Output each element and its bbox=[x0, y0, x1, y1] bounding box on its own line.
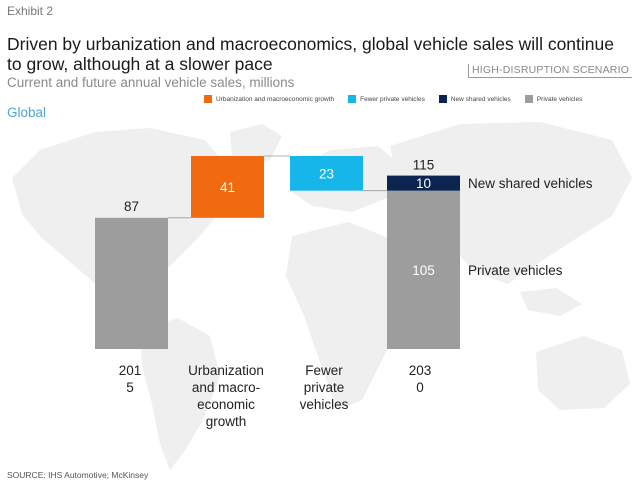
exhibit-number: Exhibit 2 bbox=[7, 4, 54, 18]
category-label-urbanization: Urbanization and macro- economic growth bbox=[176, 362, 276, 430]
category-label-2015: 201 5 bbox=[100, 362, 160, 396]
value-label-fewer-private: 23 bbox=[319, 166, 334, 181]
bar-2030-shared-segment bbox=[387, 175, 460, 191]
category-label-urbanization-line-2: and macro- bbox=[191, 380, 261, 395]
legend-swatch-private bbox=[524, 95, 533, 103]
value-label-2030-shared: 10 bbox=[416, 176, 431, 191]
region-label: Global bbox=[7, 105, 47, 120]
category-label-fewer-private-line-2: private bbox=[303, 380, 345, 395]
category-label-2030-line-2: 0 bbox=[416, 380, 424, 395]
category-label-2015-line-1: 201 bbox=[118, 363, 142, 378]
legend-item-fewer-private: Fewer private vehicles bbox=[348, 95, 425, 103]
value-label-urbanization: 41 bbox=[220, 180, 235, 195]
value-label-2015: 87 bbox=[124, 199, 139, 214]
chart-subtitle: Current and future annual vehicle sales,… bbox=[7, 75, 295, 90]
legend-swatch-fewer-private bbox=[348, 95, 357, 103]
legend-label-fewer-private: Fewer private vehicles bbox=[360, 95, 425, 103]
connectors-layer bbox=[168, 155, 387, 219]
source-note: SOURCE: IHS Automotive; McKinsey bbox=[7, 470, 149, 480]
value-label-2030-total: 115 bbox=[413, 158, 435, 173]
category-label-fewer-private: Fewer private vehicles bbox=[284, 362, 364, 413]
chart-legend: Urbanization and macroeconomic growth Fe… bbox=[204, 95, 596, 103]
bar-2015-total bbox=[95, 217, 168, 349]
scenario-tag: HIGH-DISRUPTION SCENARIO bbox=[468, 64, 633, 78]
bars-layer bbox=[95, 156, 460, 349]
category-label-fewer-private-line-3: vehicles bbox=[299, 397, 349, 412]
category-label-fewer-private-line-1: Fewer bbox=[305, 363, 343, 378]
legend-swatch-urbanization bbox=[204, 95, 212, 103]
annotation-private-vehicles: Private vehicles bbox=[468, 263, 563, 278]
legend-item-urbanization: Urbanization and macroeconomic growth bbox=[204, 95, 334, 103]
value-labels-layer: 87 41 23 105 10 115 New shared vehicles Private… bbox=[124, 158, 593, 278]
legend-label-urbanization: Urbanization and macroeconomic growth bbox=[216, 95, 335, 103]
category-label-urbanization-line-4: growth bbox=[205, 414, 247, 429]
bar-urbanization-increase bbox=[191, 156, 264, 218]
value-label-2030-private: 105 bbox=[412, 263, 435, 278]
legend-label-new-shared: New shared vehicles bbox=[450, 95, 511, 103]
chart-title: Driven by urbanization and macroeconomic… bbox=[7, 34, 614, 74]
legend-item-private: Private vehicles bbox=[524, 95, 583, 103]
bar-2030-private-segment bbox=[387, 190, 460, 349]
category-label-2030: 203 0 bbox=[390, 362, 450, 396]
category-label-2030-line-1: 203 bbox=[408, 363, 432, 378]
legend-label-private: Private vehicles bbox=[536, 95, 583, 103]
bar-fewer-private-decrease bbox=[290, 156, 363, 191]
category-label-urbanization-line-1: Urbanization bbox=[188, 363, 264, 378]
legend-item-new-shared: New shared vehicles bbox=[438, 95, 511, 103]
legend-swatch-new-shared bbox=[438, 95, 447, 103]
category-label-2015-line-2: 5 bbox=[126, 380, 134, 395]
category-label-urbanization-line-3: economic bbox=[197, 397, 255, 412]
annotation-new-shared-vehicles: New shared vehicles bbox=[468, 176, 593, 191]
